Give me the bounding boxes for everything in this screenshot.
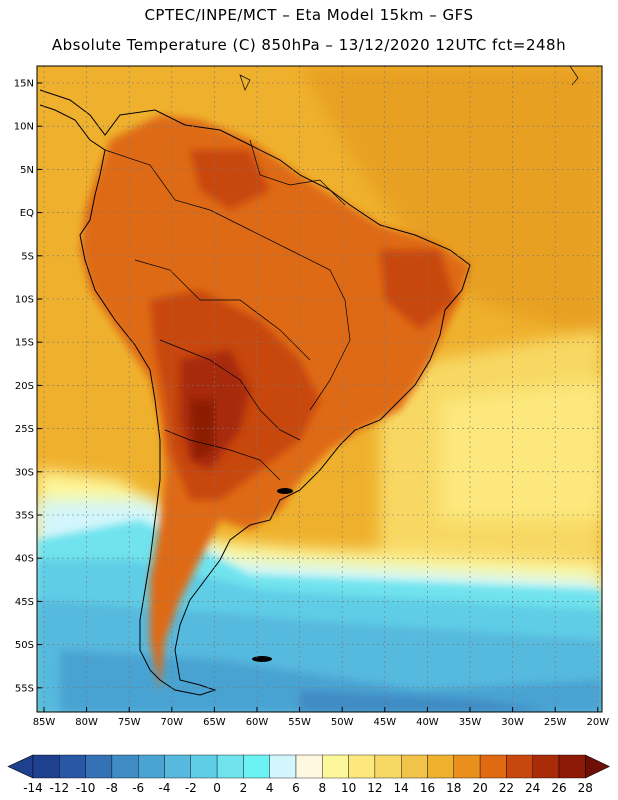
colorbar-swatch [558, 754, 586, 779]
colorbar-swatch [59, 754, 86, 779]
lat-tick-label: 10N [14, 122, 34, 133]
colorbar-label: 14 [394, 781, 409, 795]
lat-tick-label: 15S [15, 338, 34, 349]
colorbar-label: 2 [240, 781, 248, 795]
colorbar-label: 16 [420, 781, 435, 795]
colorbar-swatch [216, 754, 244, 779]
colorbar-label: -12 [49, 781, 69, 795]
lon-tick-label: 30W [501, 717, 524, 728]
map-subtitle: Absolute Temperature (C) 850hPa – 13/12/… [51, 36, 567, 54]
lat-tick-label: 10S [15, 295, 34, 306]
colorbar-swatch [322, 754, 349, 779]
colorbar-swatch [32, 754, 60, 779]
colorbar-min-arrow [7, 754, 34, 779]
map-title: CPTEC/INPE/MCT – Eta Model 15km – GFS [144, 6, 474, 24]
colorbar-swatch [111, 754, 139, 779]
lat-tick-label: 35S [15, 511, 34, 522]
gridlines [37, 66, 602, 712]
lat-tick-label: 20S [15, 381, 34, 392]
lon-tick-label: 50W [331, 717, 354, 728]
colorbar-label: 10 [341, 781, 356, 795]
lon-tick-label: 85W [33, 717, 56, 728]
colorbar-label: 20 [472, 781, 487, 795]
colorbar-swatch [295, 754, 323, 779]
lat-tick-label: 55S [15, 683, 34, 694]
colorbar-swatch [269, 754, 297, 779]
colorbar-swatch [348, 754, 376, 779]
lat-tick-label: 45S [15, 597, 34, 608]
lon-tick-label: 55W [288, 717, 311, 728]
colorbar-label: -8 [106, 781, 118, 795]
lon-tick-label: 45W [373, 717, 396, 728]
lat-tick-label: 25S [15, 424, 34, 435]
colorbar-label: 4 [266, 781, 274, 795]
lon-tick-label: 60W [246, 717, 269, 728]
lat-tick-label: 50S [15, 640, 34, 651]
lat-tick-label: 40S [15, 554, 34, 565]
colorbar-label: 0 [213, 781, 221, 795]
colorbar-swatch [190, 754, 218, 779]
lat-tick-label: EQ [20, 208, 34, 219]
latitude-axis: 15N 10N 5N EQ 5S 10S 15S 20S 25S 30S 35S 40S 45S 50S 5… [14, 79, 42, 694]
lat-tick-label: 15N [14, 79, 34, 90]
colorbar-label: -6 [132, 781, 144, 795]
colorbar-swatch [427, 754, 454, 779]
colorbar-swatch [85, 754, 113, 779]
colorbar: -14 -12 -10 -8 -6 -4 -2 0 2 4 6 8 10 12 14 16 18 20 22 24 26… [7, 754, 610, 795]
lon-tick-label: 75W [118, 717, 141, 728]
colorbar-label: 26 [551, 781, 566, 795]
lon-tick-label: 40W [416, 717, 439, 728]
lon-tick-label: 80W [75, 717, 98, 728]
lat-tick-label: 5N [20, 165, 34, 176]
colorbar-swatch [453, 754, 481, 779]
longitude-axis: 85W 80W 75W 70W 65W 60W 55W 50W 45W 40W 35W 30W 25W 2… [33, 707, 609, 728]
lon-tick-label: 70W [160, 717, 183, 728]
colorbar-label: 8 [318, 781, 326, 795]
colorbar-swatch [506, 754, 533, 779]
colorbar-swatch [243, 754, 270, 779]
colorbar-label: 6 [292, 781, 300, 795]
colorbar-label: -14 [23, 781, 43, 795]
colorbar-label: -2 [185, 781, 197, 795]
temperature-field [37, 66, 602, 712]
lon-tick-label: 20W [586, 717, 609, 728]
colorbar-swatch [164, 754, 191, 779]
lon-tick-label: 25W [544, 717, 567, 728]
colorbar-label: 28 [578, 781, 593, 795]
colorbar-label: -10 [76, 781, 96, 795]
map-frame [36, 65, 603, 713]
colorbar-label: 18 [446, 781, 461, 795]
lat-tick-label: 30S [15, 467, 34, 478]
colorbar-label: -4 [159, 781, 171, 795]
colorbar-max-arrow [584, 754, 610, 779]
colorbar-label: 22 [499, 781, 514, 795]
colorbar-label: 24 [525, 781, 540, 795]
colorbar-label: 12 [367, 781, 382, 795]
lat-tick-label: 5S [21, 251, 34, 262]
colorbar-swatch [374, 754, 402, 779]
colorbar-swatch [137, 754, 165, 779]
colorbar-swatch [479, 754, 507, 779]
lon-tick-label: 35W [459, 717, 482, 728]
lon-tick-label: 65W [203, 717, 226, 728]
colorbar-swatch [532, 754, 560, 779]
colorbar-swatch [401, 754, 428, 779]
